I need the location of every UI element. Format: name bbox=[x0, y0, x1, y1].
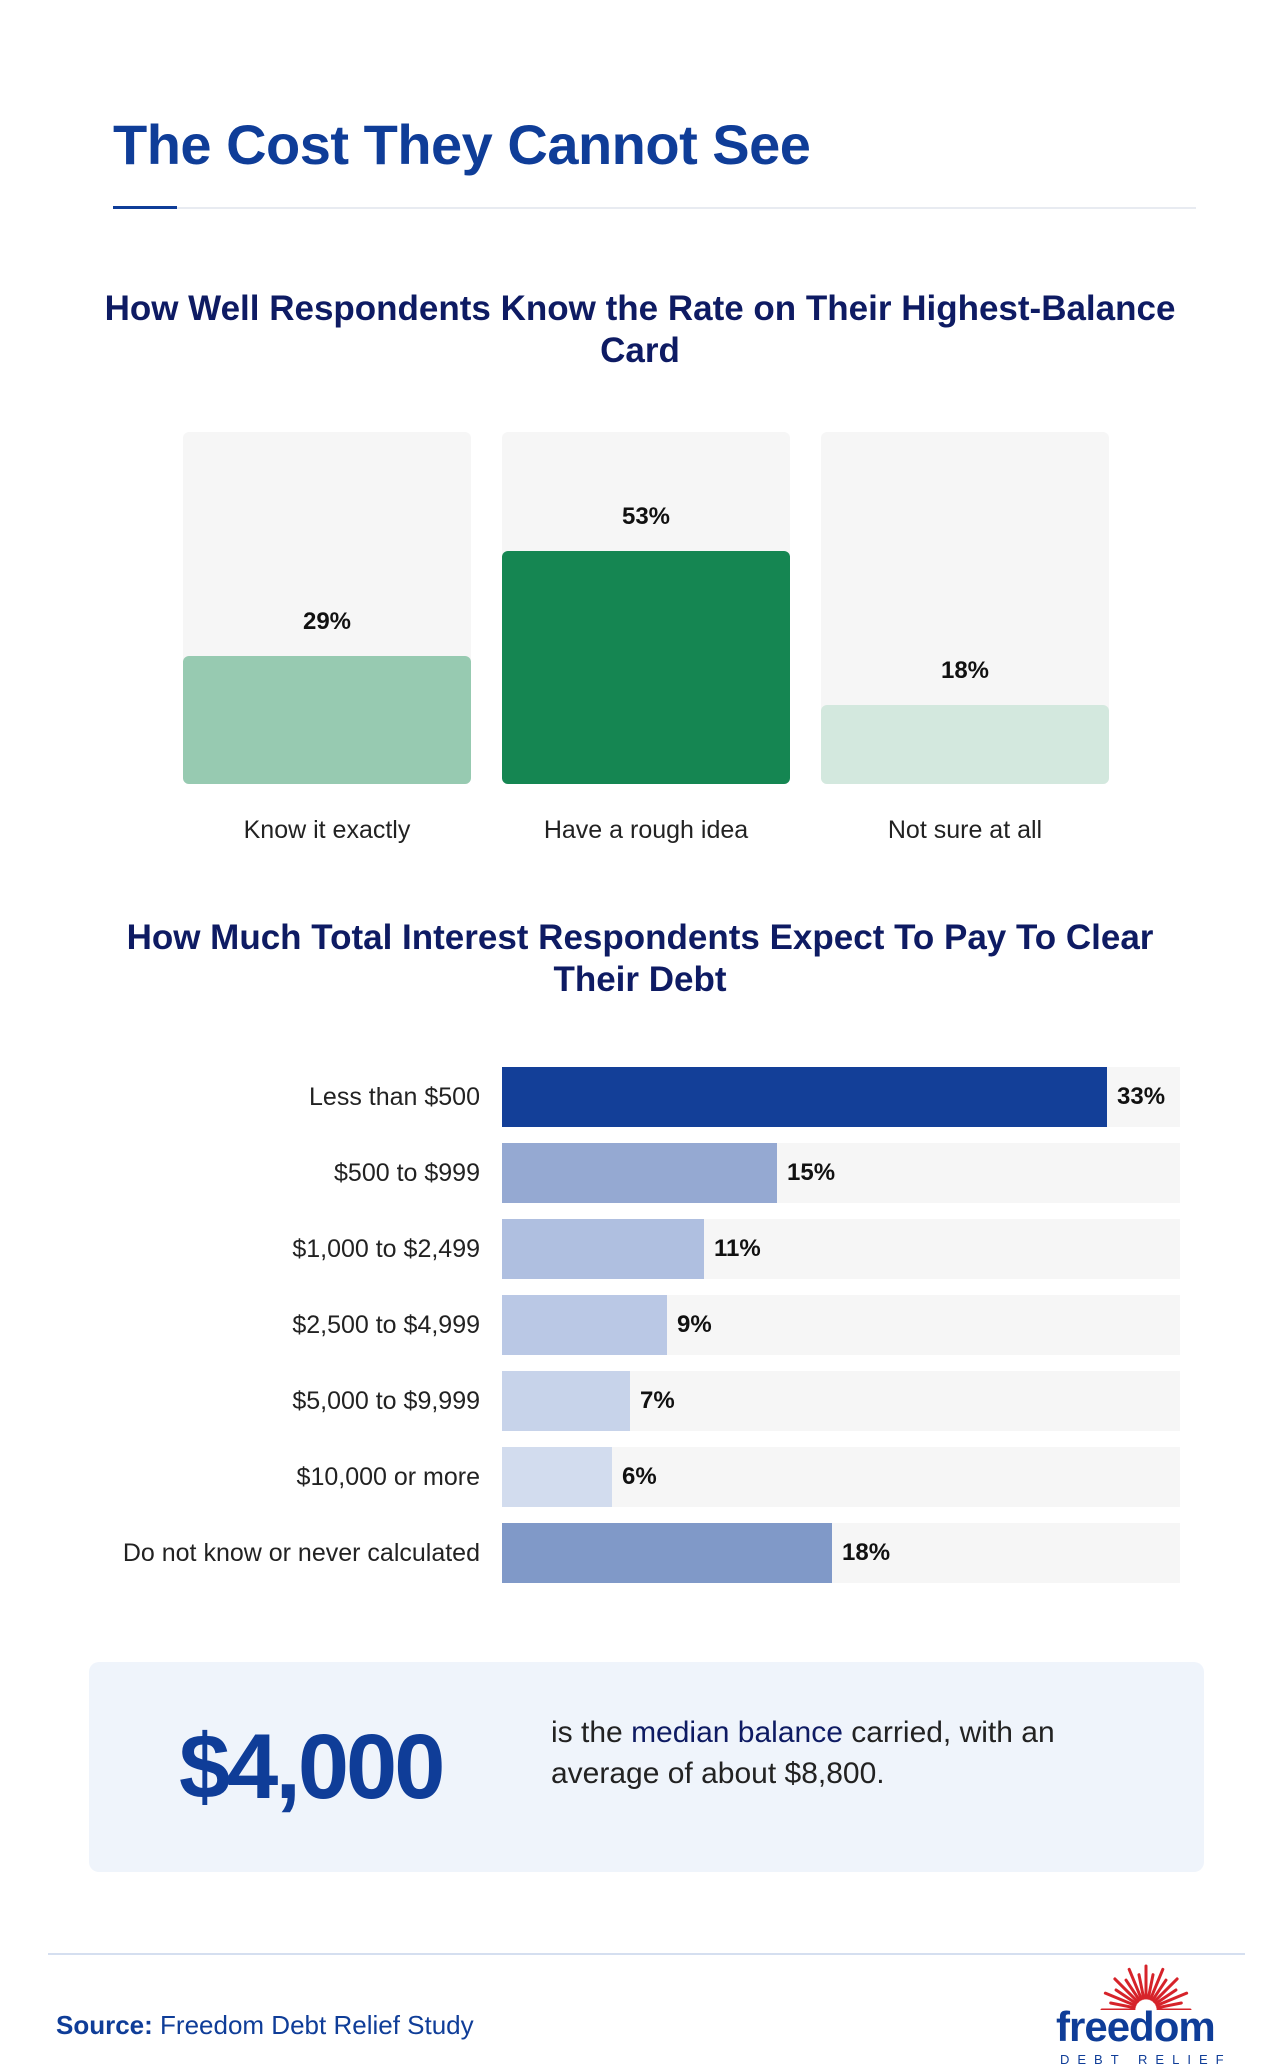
sunburst-icon bbox=[1100, 1964, 1192, 2010]
sunburst-ray bbox=[1113, 1977, 1140, 2004]
sunburst-ray bbox=[1127, 1967, 1143, 2001]
source-note: Source: Freedom Debt Relief Study bbox=[56, 2010, 474, 2041]
sunburst-ray bbox=[1137, 1973, 1146, 2000]
bar bbox=[502, 1067, 1107, 1127]
source-label: Source: bbox=[56, 2010, 153, 2040]
bar-value-label: 6% bbox=[622, 1463, 657, 1490]
callout-highlight: median balance bbox=[631, 1716, 843, 1749]
column-category-label: Not sure at all bbox=[887, 816, 1043, 844]
bar-value-label: 11% bbox=[714, 1235, 761, 1262]
bar-value-label: 15% bbox=[787, 1159, 836, 1186]
logo-wordmark: freedom bbox=[1056, 2003, 1216, 2050]
column-bar bbox=[502, 551, 790, 784]
sunburst-ray bbox=[1124, 1978, 1141, 2002]
bar-category-label: Do not know or never calculated bbox=[122, 1539, 480, 1567]
bar-value-label: 7% bbox=[640, 1387, 675, 1414]
bar-value-label: 9% bbox=[677, 1311, 712, 1338]
bar-category-label: $1,000 to $2,499 bbox=[292, 1235, 480, 1263]
bar-value-label: 18% bbox=[842, 1539, 891, 1566]
sunburst-ray bbox=[1149, 1967, 1165, 2001]
sunburst-ray bbox=[1151, 1978, 1168, 2002]
bar bbox=[502, 1219, 704, 1279]
freedom-logo: freedom DEBT RELIEF bbox=[1046, 1960, 1246, 2070]
sunburst-ray bbox=[1152, 1977, 1179, 2004]
sunburst-ray bbox=[1109, 2001, 1136, 2010]
bar bbox=[502, 1523, 832, 1583]
sunburst-ray bbox=[1146, 1973, 1155, 2000]
source-text: Freedom Debt Relief Study bbox=[160, 2010, 474, 2040]
bar bbox=[502, 1371, 630, 1431]
bar-track bbox=[502, 1447, 1180, 1507]
bar-value-label: 33% bbox=[1117, 1083, 1166, 1110]
column-value-label: 53% bbox=[621, 503, 671, 530]
chart2-title: How Much Total Interest Respondents Expe… bbox=[126, 918, 1154, 999]
title-accent-bar bbox=[113, 206, 177, 209]
sunburst-ray bbox=[1156, 2001, 1183, 2010]
bar bbox=[502, 1143, 777, 1203]
callout-text: is the median balance carried, with an a… bbox=[551, 1712, 1171, 1794]
column-category-label: Know it exactly bbox=[243, 816, 411, 844]
footer-divider bbox=[48, 1953, 1245, 1955]
column-bar bbox=[183, 656, 471, 784]
column-bar bbox=[821, 705, 1109, 784]
column-category-label: Have a rough idea bbox=[543, 816, 749, 844]
page-title: The Cost They Cannot See bbox=[113, 113, 811, 176]
bar-category-label: $500 to $999 bbox=[334, 1159, 480, 1187]
column-value-label: 18% bbox=[940, 657, 990, 684]
bar-category-label: $5,000 to $9,999 bbox=[292, 1387, 480, 1415]
bar-category-label: $10,000 or more bbox=[296, 1463, 480, 1491]
bar-category-label: $2,500 to $4,999 bbox=[292, 1311, 480, 1339]
logo-subtext: DEBT RELIEF bbox=[1060, 2052, 1232, 2067]
chart1-title: How Well Respondents Know the Rate on Th… bbox=[104, 289, 1176, 370]
sunburst-ray bbox=[1154, 1988, 1178, 2005]
title-divider bbox=[113, 207, 1196, 209]
sunburst-ray bbox=[1155, 1991, 1189, 2007]
callout-number: $4,000 bbox=[179, 1716, 445, 1818]
bar bbox=[502, 1447, 612, 1507]
bar bbox=[502, 1295, 667, 1355]
median-balance-callout: $4,000 is the median balance carried, wi… bbox=[89, 1662, 1204, 1872]
sunburst-ray bbox=[1103, 1991, 1137, 2007]
column-value-label: 29% bbox=[302, 608, 352, 635]
callout-text-before: is the bbox=[551, 1716, 623, 1749]
bar-category-label: Less than $500 bbox=[309, 1083, 480, 1111]
callout-text-after: carried, with an average of about $8,800… bbox=[551, 1716, 1055, 1790]
sunburst-ray bbox=[1114, 1988, 1138, 2005]
